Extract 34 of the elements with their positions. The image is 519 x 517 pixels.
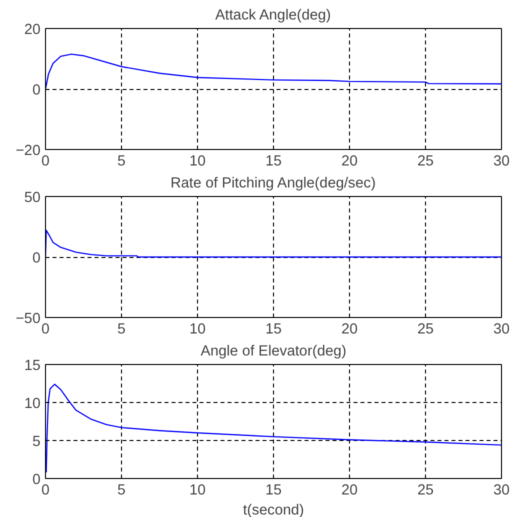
y-tick-label: 5 [32,434,41,450]
y-tick-label: 20 [24,22,41,38]
x-tick-label: 15 [265,154,282,170]
x-tick-label: 5 [117,322,126,338]
y-tick-label: 15 [24,358,41,374]
x-tick-label: 20 [341,322,358,338]
y-tick-label: 50 [24,190,41,206]
x-tick-label: 5 [117,154,126,170]
chart-title: Rate of Pitching Angle(deg/sec) [170,176,376,192]
x-tick-label: 20 [341,154,358,170]
x-tick-label: 30 [493,322,510,338]
y-tick-label: −50 [16,311,41,327]
y-tick-label: 0 [32,472,41,488]
x-tick-label: 10 [189,482,206,498]
y-tick-label: 0 [32,250,41,266]
x-tick-label: 25 [417,482,434,498]
y-tick-label: 0 [32,82,41,98]
y-tick-label: −20 [16,143,41,159]
x-tick-label: 10 [189,322,206,338]
x-tick-label: 15 [265,322,282,338]
line-series [46,54,502,90]
x-tick-label: 25 [417,322,434,338]
line-series [46,384,502,474]
chart-title: Attack Angle(deg) [215,8,331,24]
line-series [46,230,502,258]
x-tick-label: 15 [265,482,282,498]
y-tick-label: 10 [24,396,41,412]
x-tick-label: 5 [117,482,126,498]
x-tick-label: 30 [493,482,510,498]
x-tick-label: 20 [341,482,358,498]
x-tick-label: 25 [417,154,434,170]
x-tick-label: 10 [189,154,206,170]
x-tick-label: 30 [493,154,510,170]
chart-title: Angle of Elevator(deg) [200,344,346,360]
